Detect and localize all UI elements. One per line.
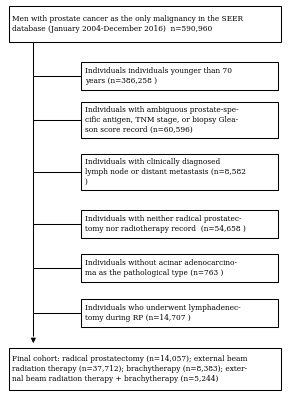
FancyBboxPatch shape — [9, 6, 281, 42]
FancyBboxPatch shape — [81, 254, 278, 282]
Text: Men with prostate cancer as the only malignancy in the SEER
database (January 20: Men with prostate cancer as the only mal… — [12, 15, 243, 33]
Text: Individuals who underwent lymphadenec-
tomy during RP (n=14,707 ): Individuals who underwent lymphadenec- t… — [85, 304, 240, 322]
FancyBboxPatch shape — [81, 154, 278, 190]
Text: Individuals individuals younger than 70
years (n=386,258 ): Individuals individuals younger than 70 … — [85, 67, 232, 85]
FancyBboxPatch shape — [81, 299, 278, 327]
Text: Individuals with neither radical prostatec-
tomy nor radiotherapy record  (n=54,: Individuals with neither radical prostat… — [85, 215, 246, 233]
Text: Individuals without acinar adenocarcino-
ma as the pathological type (n=763 ): Individuals without acinar adenocarcino-… — [85, 259, 237, 277]
Text: Final cohort: radical prostatectomy (n=14,057); external beam
radiation therapy : Final cohort: radical prostatectomy (n=1… — [12, 355, 248, 383]
FancyBboxPatch shape — [81, 210, 278, 238]
FancyBboxPatch shape — [81, 62, 278, 90]
Text: Individuals with clinically diagnosed
lymph node or distant metastasis (n=8,582
: Individuals with clinically diagnosed ly… — [85, 158, 246, 186]
Text: Individuals with ambiguous prostate-spe-
cific antigen, TNM stage, or biopsy Gle: Individuals with ambiguous prostate-spe-… — [85, 106, 238, 134]
FancyBboxPatch shape — [9, 348, 281, 390]
FancyBboxPatch shape — [81, 102, 278, 138]
